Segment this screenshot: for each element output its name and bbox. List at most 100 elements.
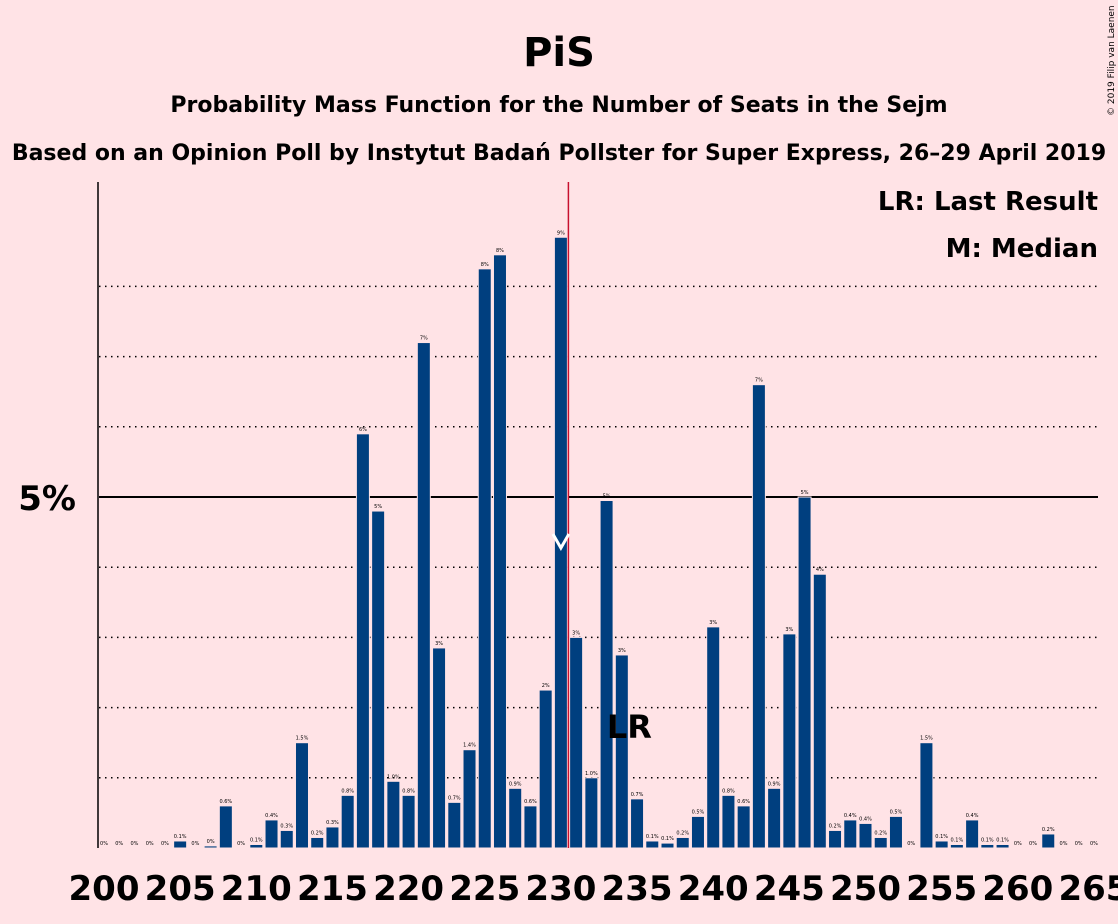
data-label: 0% (100, 841, 108, 847)
data-label: 0.2% (874, 830, 887, 836)
data-label: 3% (572, 630, 580, 636)
copyright-text: © 2019 Filip van Laenen (1107, 5, 1117, 116)
data-label: 1.4% (463, 743, 476, 749)
data-label: 2% (542, 683, 550, 689)
data-label: 0.2% (1042, 827, 1055, 833)
bar (325, 826, 340, 849)
data-label: 0.4% (265, 813, 278, 819)
bar (401, 794, 416, 849)
data-label: 1.5% (920, 736, 933, 742)
bar (858, 822, 873, 849)
bar (310, 836, 325, 849)
x-tick-label: 250 (830, 869, 901, 909)
data-label: 0.3% (326, 820, 339, 826)
x-tick-label: 225 (449, 869, 520, 909)
bar (386, 780, 401, 849)
bar (721, 794, 736, 849)
x-tick-label: 255 (906, 869, 977, 909)
bar (1041, 833, 1056, 849)
bar (173, 840, 188, 849)
data-label: 3% (618, 648, 626, 654)
bar (995, 843, 1010, 849)
bar (340, 794, 355, 849)
data-label: 3% (785, 627, 793, 633)
bar (355, 433, 370, 849)
chart-title: PiS (523, 30, 595, 76)
data-label: 0.1% (250, 837, 263, 843)
bar (843, 819, 858, 849)
bar (538, 689, 553, 849)
data-label: 0% (1014, 841, 1022, 847)
last-result-label: LR (607, 708, 652, 746)
data-label: 0.9% (509, 781, 522, 787)
data-label: 0.4% (844, 813, 857, 819)
bar (294, 742, 309, 849)
x-axis-ticks: 200 205 210 215 220 225 230 235 240 245 250 255 260 2… (69, 869, 1118, 909)
data-label: 0% (130, 841, 138, 847)
bar (965, 819, 980, 849)
data-label: 0.6% (524, 799, 537, 805)
x-tick-label: 230 (525, 869, 596, 909)
legend-last-result: LR: Last Result (878, 187, 1098, 217)
bar (919, 742, 934, 849)
data-label: 0.1% (174, 834, 187, 840)
data-labels: 0% 0% 0% 0% 0%0.1%0% 0%0.6%0%0.1%0.4%0.3%1.5%… (100, 230, 1098, 847)
data-label: 3% (435, 641, 443, 647)
bar (675, 836, 690, 849)
data-label: 0% (207, 839, 215, 845)
bars (173, 236, 1056, 849)
bar (797, 496, 812, 849)
bar (523, 805, 538, 849)
data-label: 0.6% (219, 799, 232, 805)
bar (888, 815, 903, 849)
bar (782, 633, 797, 849)
data-label: 4% (816, 567, 824, 573)
y-axis-ticks: 5% (18, 479, 76, 519)
bar (767, 787, 782, 849)
data-label: 0% (115, 841, 123, 847)
bar (553, 236, 568, 849)
data-label: 0.2% (829, 823, 842, 829)
data-label: 0.8% (341, 788, 354, 794)
bar (949, 843, 964, 849)
data-label: 0% (907, 841, 915, 847)
bar (812, 573, 827, 849)
gridlines (99, 285, 1098, 779)
bar (447, 801, 462, 849)
bar (690, 815, 705, 849)
data-label: 0.1% (935, 834, 948, 840)
data-label: 5% (603, 494, 611, 500)
data-label: 0.4% (859, 816, 872, 822)
data-label: 0.3% (280, 823, 293, 829)
data-label: 0.2% (676, 830, 689, 836)
data-label: 0.7% (448, 795, 461, 801)
bar (584, 777, 599, 849)
bar (599, 500, 614, 849)
chart-subtitle-2: Based on an Opinion Poll by Instytut Bad… (12, 141, 1106, 166)
bar (660, 842, 675, 849)
data-label: 7% (420, 336, 428, 342)
bar (477, 268, 492, 849)
bar (630, 798, 645, 849)
bar (279, 829, 294, 849)
data-label: 0% (1075, 841, 1083, 847)
data-label: 0.7% (631, 792, 644, 798)
data-label: 3% (709, 620, 717, 626)
bar (249, 843, 264, 849)
bar (980, 843, 995, 849)
x-tick-label: 235 (602, 869, 673, 909)
data-label: 8% (496, 248, 504, 254)
bar (751, 384, 766, 849)
x-tick-label: 245 (754, 869, 825, 909)
data-label: 0.5% (692, 809, 705, 815)
data-label: 9% (557, 230, 565, 236)
x-tick-label: 260 (982, 869, 1053, 909)
data-label: 0.4% (966, 813, 979, 819)
data-label: 1.0% (387, 774, 400, 780)
bar (218, 805, 233, 849)
data-label: 0% (237, 841, 245, 847)
data-label: 5% (801, 490, 809, 496)
data-label: 0.2% (311, 830, 324, 836)
data-label: 0.5% (890, 809, 903, 815)
